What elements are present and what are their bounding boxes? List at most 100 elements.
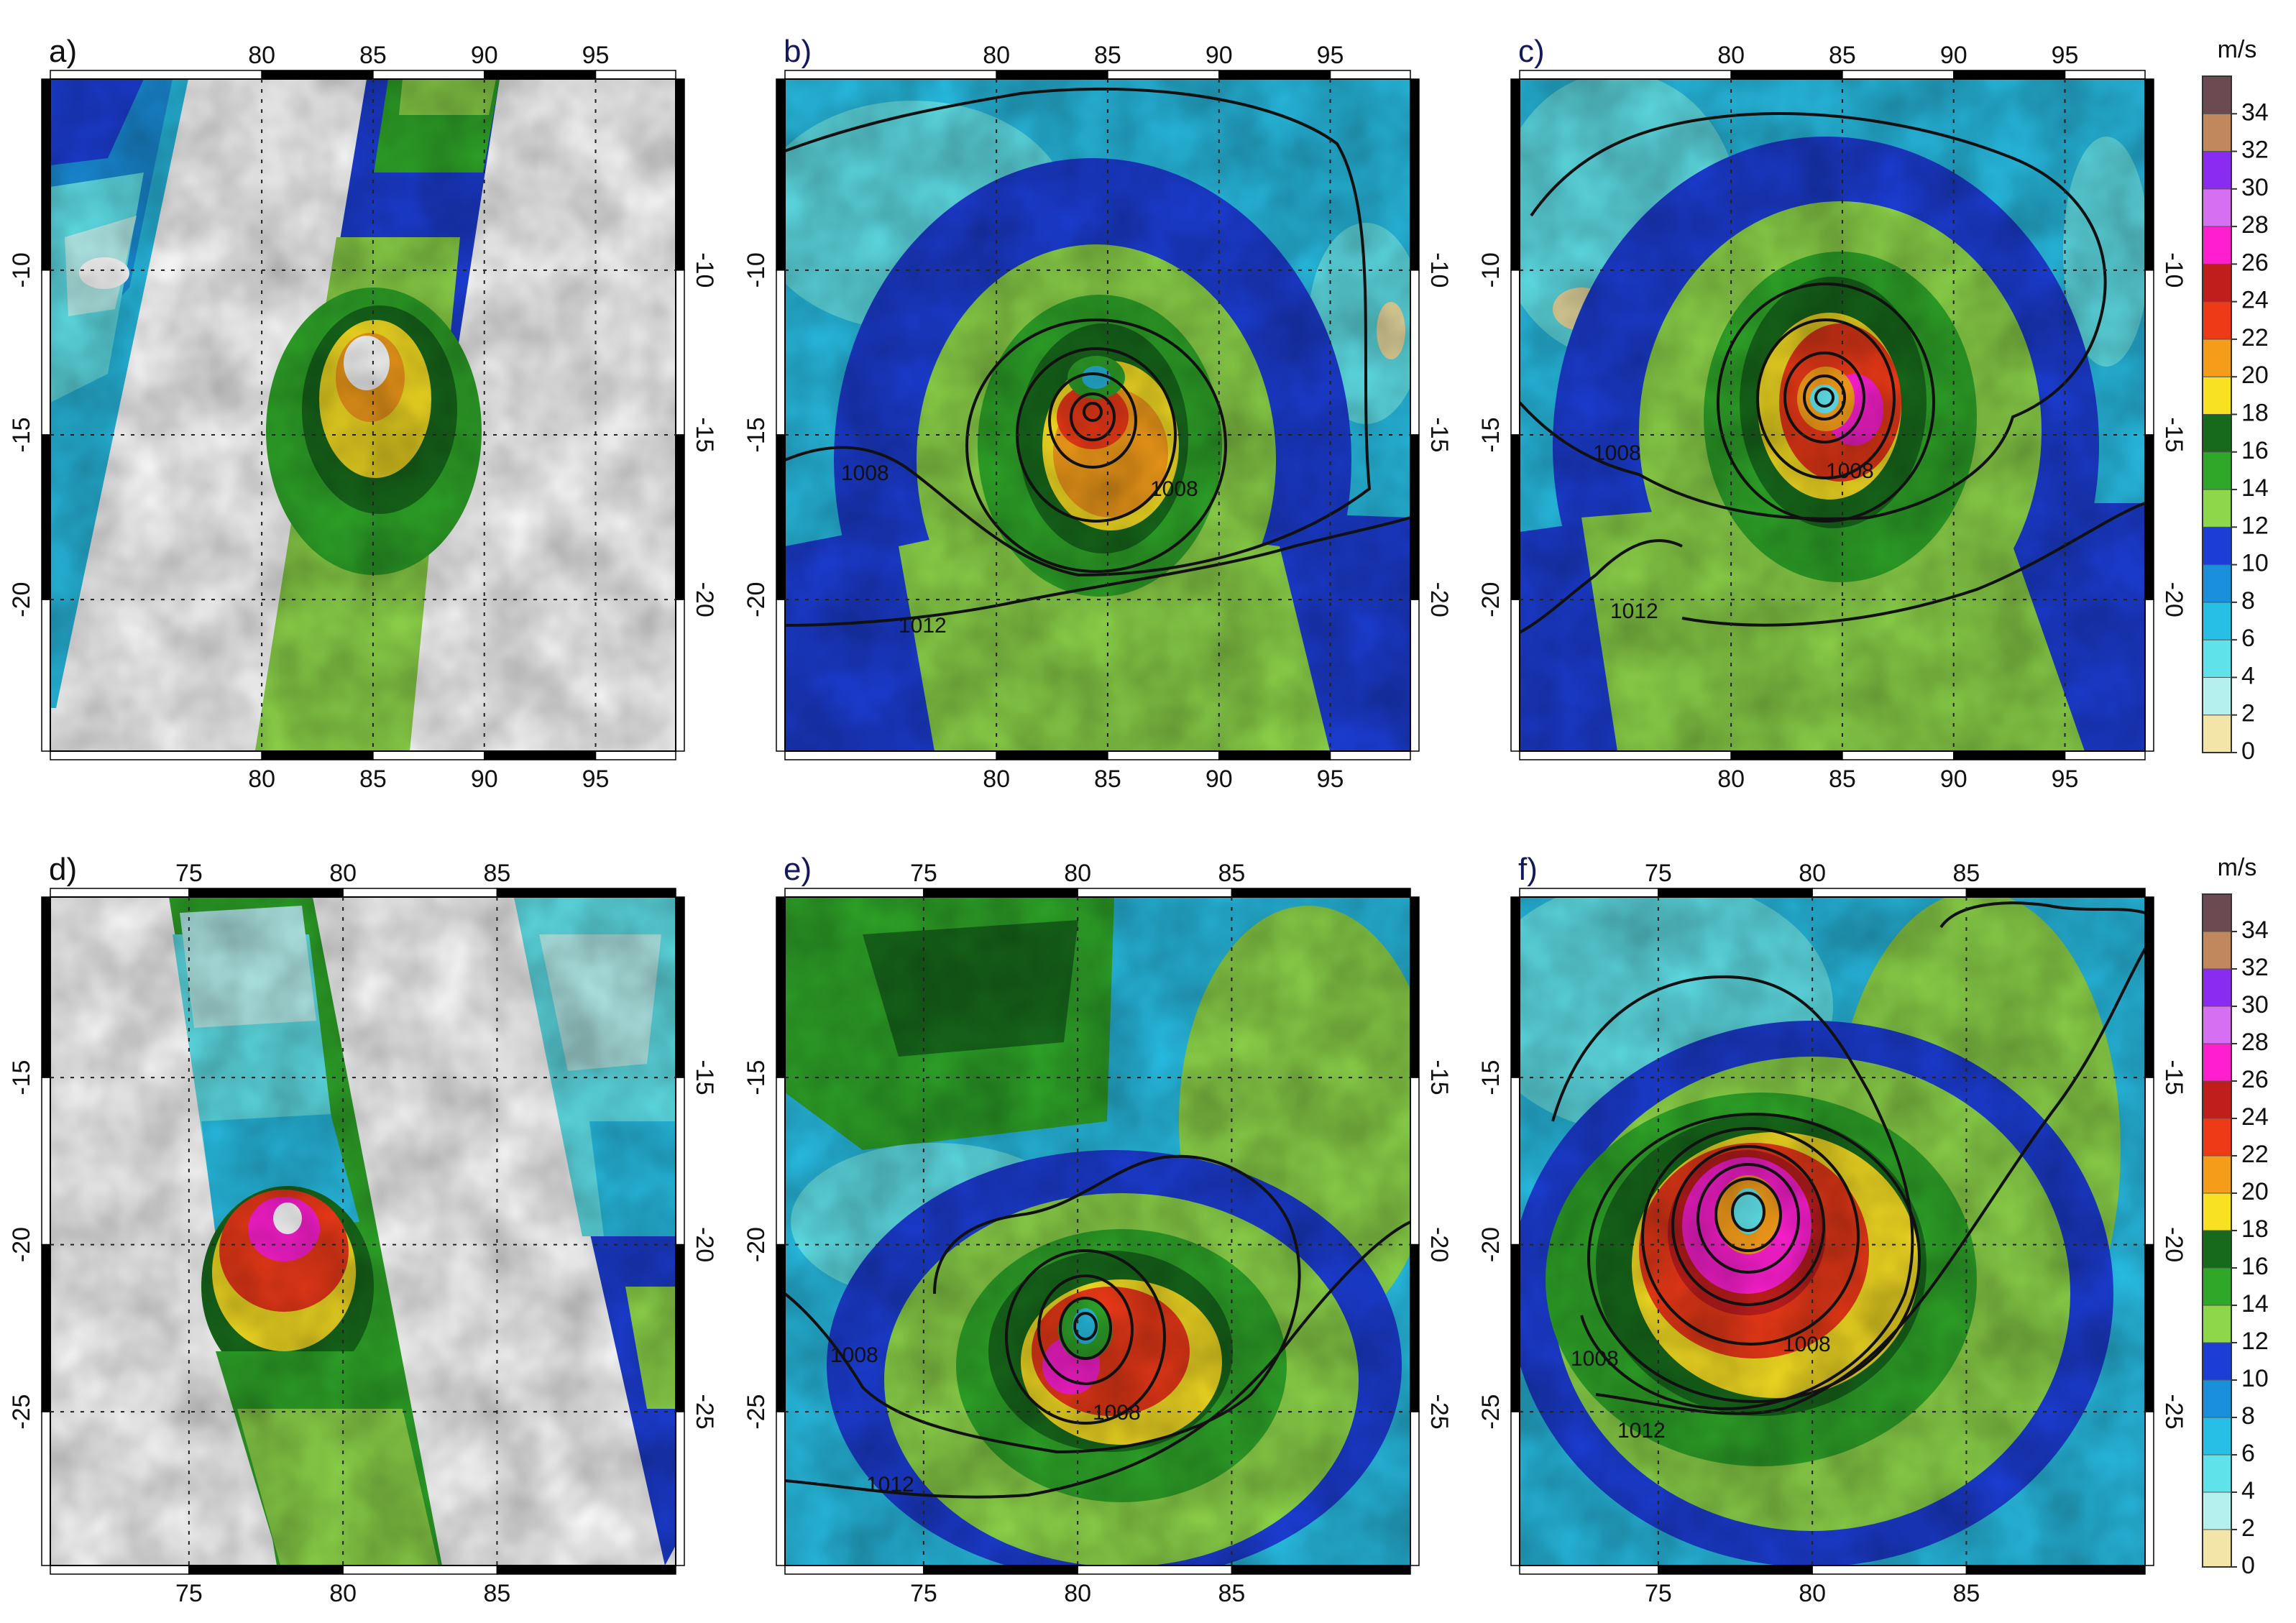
colorbar-swatch [2202, 968, 2232, 1007]
frame-segment [996, 750, 1108, 760]
frame-segment [1410, 1243, 1420, 1412]
frame-segment [50, 888, 190, 898]
plot-frame [1519, 78, 2146, 752]
frame-segment [1510, 78, 1520, 271]
plot-frame [1519, 896, 2146, 1566]
y-tick-label: -10 [1477, 252, 1505, 288]
y-tick-label: -15 [8, 417, 35, 452]
frame-segment [1077, 888, 1233, 898]
x-tick-label: 85 [484, 860, 511, 887]
isobar-label: 1008 [1093, 1401, 1141, 1425]
frame-segment [1510, 270, 1520, 436]
x-tick-label: 90 [1206, 42, 1233, 69]
x-tick-label: 80 [1799, 1580, 1826, 1607]
frame-segment [1519, 888, 1659, 898]
frame-segment [1410, 1077, 1420, 1246]
colorbar-tick-label: 30 [2241, 174, 2269, 201]
frame-segment [1519, 1565, 1659, 1575]
colorbar-tick-label: 30 [2241, 991, 2269, 1019]
isobar-label: 1008 [830, 1343, 878, 1367]
frame-segment [1519, 750, 1732, 760]
x-tick-label: 80 [1799, 860, 1826, 887]
frame-segment [675, 434, 685, 600]
colorbar-tick-label: 32 [2241, 137, 2269, 164]
frame-segment [784, 70, 997, 80]
y-tick-label: -20 [691, 1227, 718, 1262]
frame-segment [1510, 1411, 1520, 1566]
frame-segment [776, 1077, 786, 1246]
y-tick-label: -20 [2160, 1227, 2187, 1262]
colorbar-tick-label: 6 [2241, 1440, 2255, 1467]
colorbar-swatch [2202, 526, 2232, 566]
y-tick-label: -15 [1477, 417, 1505, 452]
frame-segment [2064, 70, 2146, 80]
frame-segment [1519, 70, 1732, 80]
x-tick-label: 80 [248, 765, 275, 793]
y-tick-label: -10 [2160, 252, 2187, 288]
frame-segment [1329, 70, 1411, 80]
x-tick-label: 80 [248, 42, 275, 69]
x-tick-label: 75 [1645, 1580, 1672, 1607]
frame-segment [2144, 896, 2154, 1078]
colorbar-tick-label: 20 [2241, 1178, 2269, 1205]
x-tick-label: 75 [175, 1580, 203, 1607]
colorbar-swatch [2202, 1417, 2232, 1456]
frame-segment [784, 1565, 924, 1575]
colorbar-swatch [2202, 1267, 2232, 1306]
y-tick-label: -25 [691, 1394, 718, 1430]
x-tick-label: 90 [471, 765, 498, 793]
y-tick-label: -25 [743, 1394, 770, 1430]
y-tick-label: -20 [1425, 1227, 1453, 1262]
colorbar-tick-label: 18 [2241, 399, 2269, 426]
colorbar-swatch [2202, 339, 2232, 377]
frame-segment [776, 434, 786, 600]
frame-segment [1952, 750, 2066, 760]
frame-segment [776, 599, 786, 752]
colorbar-unit: m/s [2218, 854, 2257, 881]
isobar-label: 1008 [1150, 477, 1198, 501]
y-tick-label: -20 [1425, 582, 1453, 617]
colorbar-tick-label: 14 [2241, 1290, 2269, 1318]
isobar-label: 1008 [1783, 1333, 1831, 1356]
y-tick-label: -20 [1477, 582, 1505, 617]
colorbar-tick-label: 2 [2241, 700, 2255, 727]
frame-segment [675, 1411, 685, 1566]
frame-segment [50, 750, 262, 760]
frame-segment [1510, 1243, 1520, 1412]
colorbar-tick-label: 4 [2241, 1477, 2255, 1504]
frame-segment [675, 896, 685, 1078]
frame-segment [675, 599, 685, 752]
frame-segment [1952, 70, 2066, 80]
frame-segment [2144, 1243, 2154, 1412]
x-tick-label: 85 [1094, 765, 1121, 793]
isobar-label: 1008 [1571, 1347, 1619, 1371]
x-tick-label: 85 [359, 765, 387, 793]
colorbar-tick-label: 8 [2241, 1402, 2255, 1430]
frame-segment [784, 750, 997, 760]
y-tick-label: -25 [1425, 1394, 1453, 1430]
colorbar-tick-label: 16 [2241, 1253, 2269, 1280]
y-tick-label: -20 [8, 1227, 35, 1262]
x-tick-label: 95 [582, 42, 610, 69]
colorbar-swatch [2202, 1491, 2232, 1530]
plot-frame [50, 896, 676, 1566]
frame-segment [1410, 78, 1420, 271]
colorbar-tick-label: 34 [2241, 916, 2269, 944]
frame-segment [41, 78, 51, 271]
x-tick-label: 85 [359, 42, 387, 69]
colorbar-swatch [2202, 931, 2232, 970]
x-tick-label: 95 [1317, 765, 1344, 793]
y-tick-label: -15 [2160, 417, 2187, 452]
colorbar-unit: m/s [2218, 36, 2257, 63]
frame-segment [41, 1077, 51, 1246]
frame-segment [1842, 750, 1955, 760]
y-tick-label: -15 [1425, 1060, 1453, 1095]
isobar-label: 1012 [899, 614, 947, 638]
colorbar-tick-label: 28 [2241, 1029, 2269, 1056]
x-tick-label: 75 [910, 860, 937, 887]
colorbar-tick-label: 22 [2241, 1141, 2269, 1168]
y-tick-label: -10 [743, 252, 770, 288]
x-tick-label: 90 [1940, 765, 1967, 793]
frame-segment [1410, 270, 1420, 436]
